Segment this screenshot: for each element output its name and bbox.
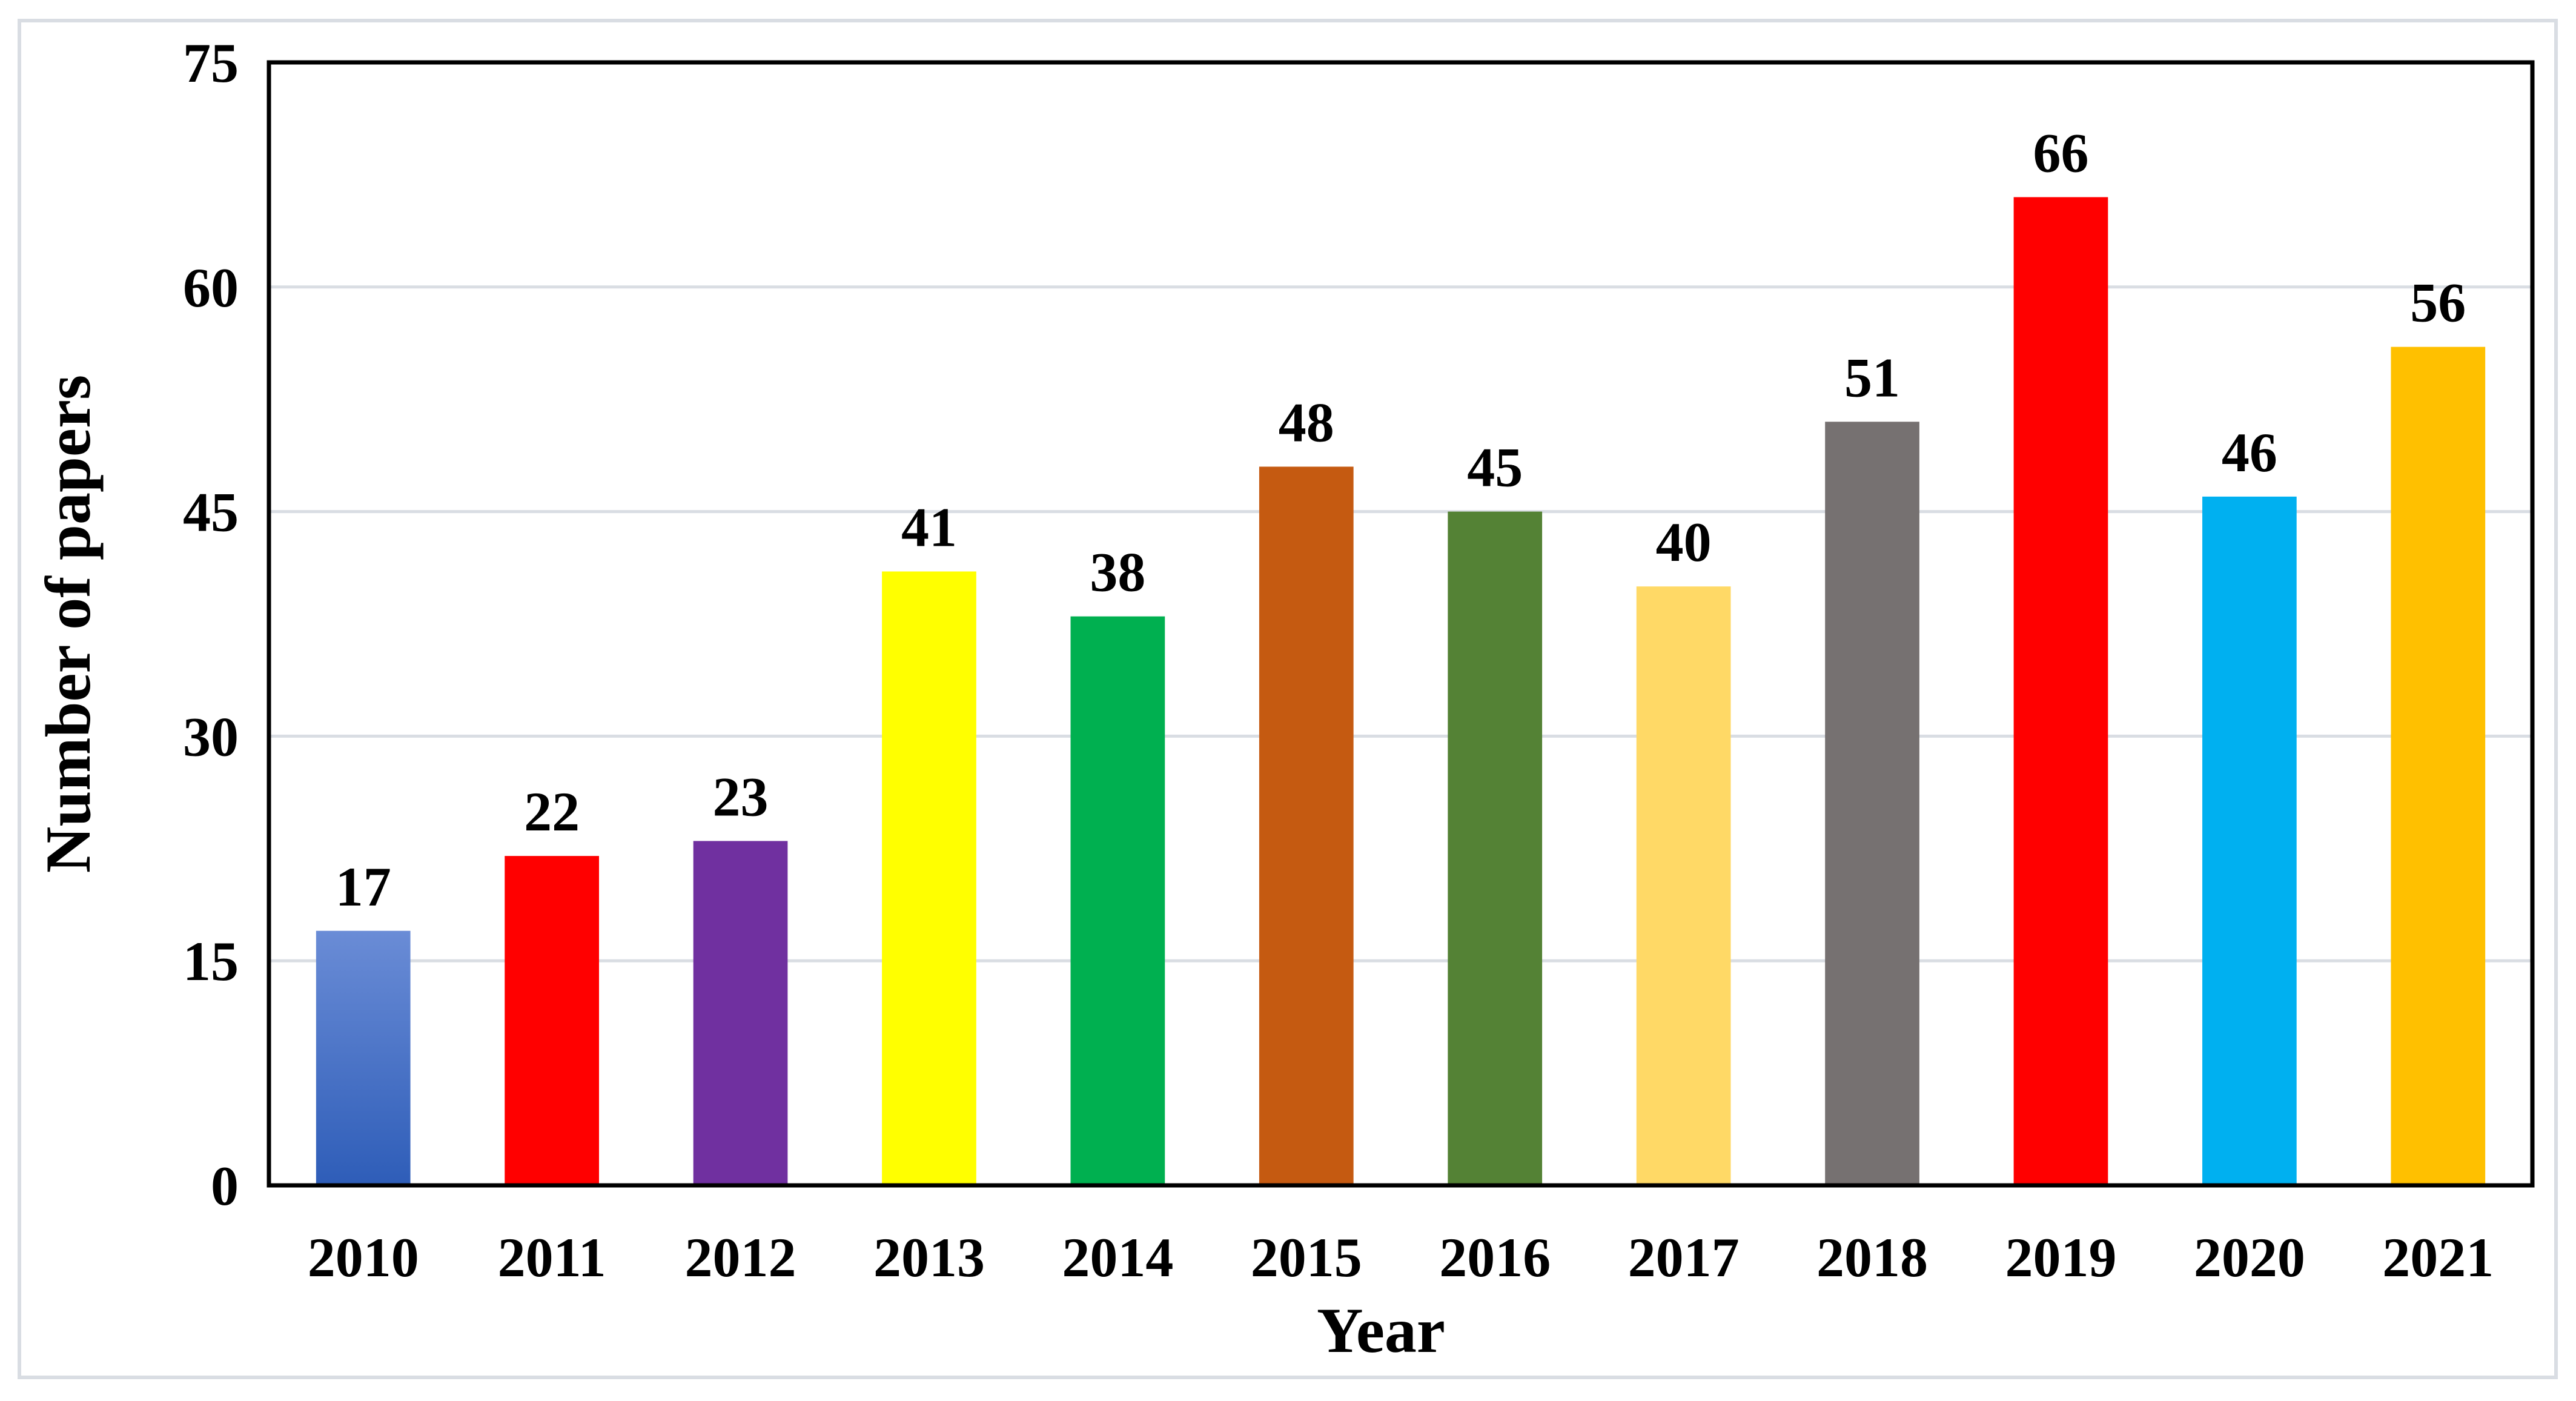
x-tick-label-2021: 2021: [2382, 1227, 2494, 1288]
data-label-2017: 40: [1656, 511, 1712, 573]
x-tick-label-2020: 2020: [2194, 1227, 2305, 1288]
data-label-2010: 17: [336, 856, 391, 918]
gridlines: [269, 285, 2532, 962]
bar-2012: [693, 841, 788, 1185]
bar-2017: [1636, 586, 1731, 1185]
x-tick-label-2010: 2010: [308, 1227, 419, 1288]
data-label-2021: 56: [2410, 272, 2466, 334]
x-axis-title: Year: [1317, 1295, 1445, 1366]
x-tick-label-2011: 2011: [498, 1227, 606, 1288]
y-tick-label: 75: [183, 32, 239, 94]
data-labels: 17 22 23 41 38 48 45 40 51 66 46 56: [336, 122, 2466, 917]
y-tick-label: 30: [183, 706, 239, 767]
bar-2020: [2202, 496, 2297, 1185]
y-axis-title: Number of papers: [33, 375, 104, 873]
x-tick-label-2012: 2012: [685, 1227, 796, 1288]
bar-2015: [1259, 466, 1354, 1186]
y-tick-label: 0: [211, 1155, 239, 1217]
data-label-2015: 48: [1279, 391, 1334, 453]
bar-2014: [1070, 616, 1165, 1185]
y-tick-label: 15: [183, 930, 239, 992]
data-label-2020: 46: [2222, 422, 2277, 483]
x-tick-label-2016: 2016: [1439, 1227, 1551, 1288]
bar-2011: [505, 856, 599, 1185]
x-tick-labels: 2010 2011 2012 2013 2014 2015 2016 2017 2018 2019…: [308, 1227, 2494, 1288]
bars: [316, 197, 2486, 1186]
y-tick-label: 45: [183, 482, 239, 543]
bar-2021: [2391, 346, 2486, 1186]
bar-2016: [1448, 511, 1543, 1185]
bar-2018: [1825, 422, 1919, 1185]
y-tick-labels: 0 15 30 45 60 75: [183, 32, 239, 1217]
data-label-2014: 38: [1090, 542, 1145, 603]
x-tick-label-2014: 2014: [1062, 1227, 1173, 1288]
bar-2019: [2013, 197, 2108, 1186]
y-tick-label: 60: [183, 257, 239, 319]
plot-area-border: [267, 60, 2535, 1188]
data-label-2018: 51: [1844, 346, 1900, 408]
data-label-2016: 45: [1467, 437, 1523, 498]
bar-2013: [882, 571, 976, 1185]
x-tick-label-2015: 2015: [1251, 1227, 1362, 1288]
data-label-2013: 41: [901, 496, 957, 558]
data-label-2012: 23: [713, 766, 769, 827]
bar-2010: [316, 930, 411, 1185]
figure-frame: [18, 19, 2558, 1379]
x-tick-label-2013: 2013: [873, 1227, 985, 1288]
x-tick-label-2018: 2018: [1816, 1227, 1928, 1288]
x-tick-label-2017: 2017: [1628, 1227, 1740, 1288]
data-label-2011: 22: [524, 781, 580, 843]
x-tick-label-2019: 2019: [2005, 1227, 2116, 1288]
data-label-2019: 66: [2033, 122, 2088, 184]
